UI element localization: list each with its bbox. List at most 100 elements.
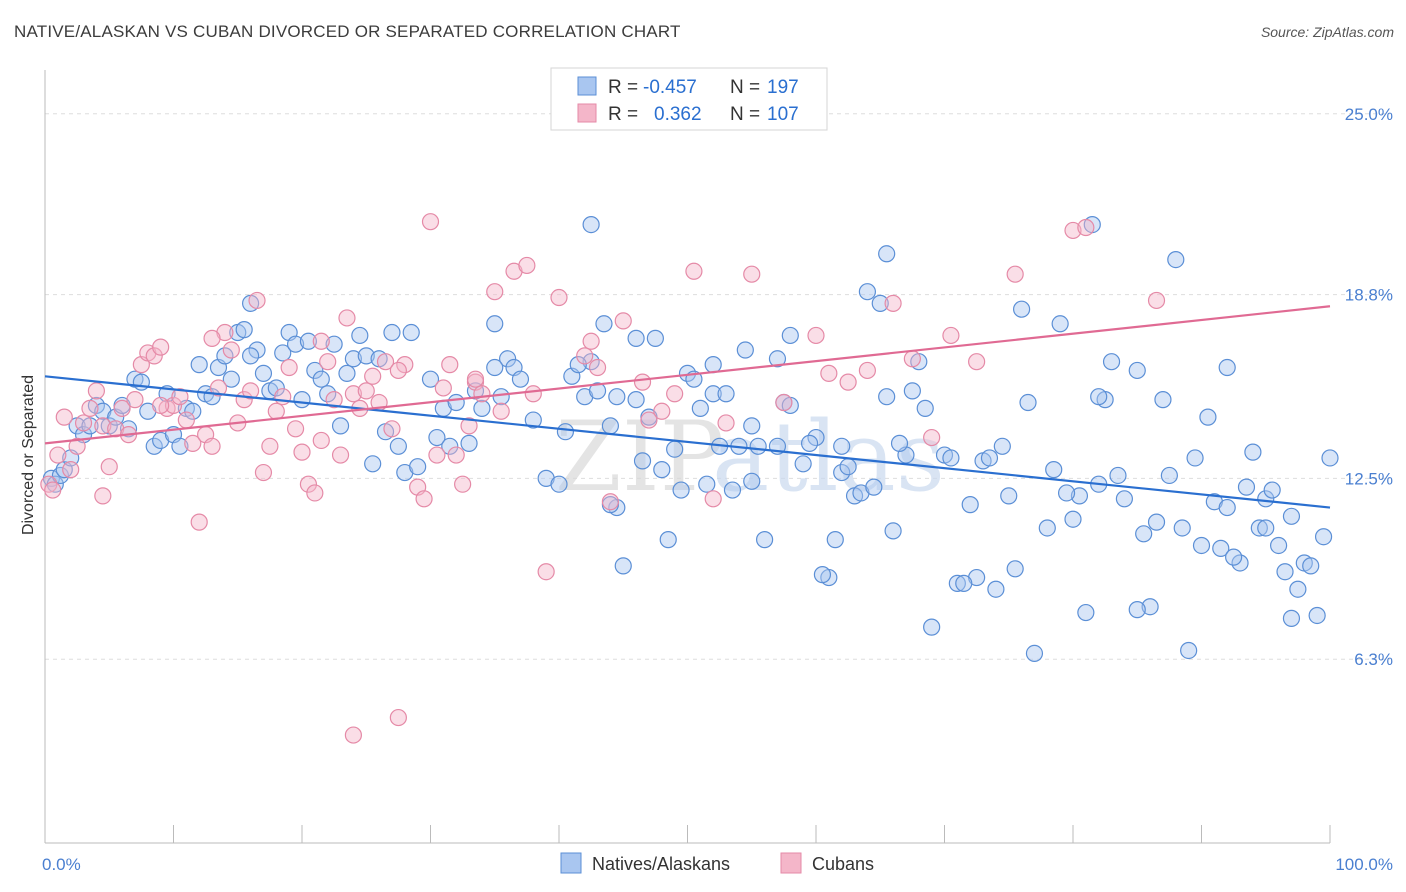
cuban-point — [1064, 221, 1082, 240]
native-alaskan-point — [499, 350, 517, 368]
cuban-point — [267, 402, 285, 420]
native-alaskan-point — [299, 332, 318, 350]
native-alaskan-point — [1147, 513, 1166, 531]
native-alaskan-point — [826, 531, 844, 549]
native-alaskan-point — [1128, 361, 1146, 380]
native-alaskan-point — [833, 463, 851, 482]
legend-r-label-blue: R = — [608, 77, 638, 98]
native-alaskan-point — [1057, 484, 1076, 502]
trend-lines — [44, 305, 1331, 509]
native-alaskan-point — [865, 478, 883, 496]
native-alaskan-point — [344, 350, 362, 368]
native-alaskan-point — [768, 350, 787, 368]
native-alaskan-point — [1173, 519, 1191, 537]
legend-n-label-pink: N = — [730, 104, 760, 125]
y-tick-label: 25.0% — [1345, 105, 1393, 124]
cuban-point — [454, 475, 472, 493]
cuban-point — [588, 358, 607, 377]
cuban-point — [775, 393, 793, 412]
cuban-point — [248, 291, 266, 310]
native-alaskan-point — [511, 370, 530, 388]
legend-pink-swatch — [577, 103, 597, 123]
cuban-point — [113, 399, 131, 417]
native-alaskan-point — [1115, 490, 1134, 508]
watermark-zip: ZIP — [555, 401, 724, 513]
legend-n-value-pink: 107 — [767, 104, 799, 125]
native-alaskan-point — [1064, 510, 1082, 528]
native-alaskan-point — [916, 399, 934, 417]
cuban-point — [460, 417, 478, 435]
cuban-point — [389, 708, 407, 727]
native-alaskan-point — [569, 356, 587, 374]
native-alaskan-point — [1070, 487, 1089, 505]
cuban-point — [466, 370, 485, 388]
cuban-point — [254, 463, 273, 482]
native-alaskan-point — [961, 496, 979, 514]
axes — [44, 70, 1331, 844]
native-alaskan-point — [1282, 507, 1301, 525]
native-alaskan-point — [1212, 539, 1230, 557]
native-alaskan-point — [286, 335, 305, 353]
native-alaskan-point — [402, 323, 420, 342]
native-alaskan-point — [312, 370, 330, 388]
cuban-point — [582, 332, 600, 350]
native-alaskan-point — [704, 385, 722, 403]
native-alaskan-point — [794, 455, 812, 473]
cuban-point — [184, 434, 202, 452]
native-alaskan-point — [923, 618, 941, 636]
cuban-point — [576, 347, 594, 365]
cuban-point — [344, 726, 362, 744]
cuban-point — [383, 420, 401, 438]
native-alaskan-point — [736, 341, 754, 359]
native-alaskan-point — [306, 361, 324, 380]
native-alaskan-point — [1302, 557, 1320, 575]
cuban-point — [280, 358, 298, 377]
native-alaskan-point — [267, 379, 285, 397]
cuban-point — [357, 382, 375, 400]
native-alaskan-point — [1006, 560, 1024, 578]
native-alaskan-point — [171, 437, 189, 455]
native-alaskan-point — [1282, 609, 1301, 627]
legend-n-label-blue: N = — [730, 77, 760, 98]
native-alaskan-point — [1192, 536, 1211, 555]
native-alaskan-point — [582, 353, 600, 371]
x-tick-label-max: 100.0% — [1335, 855, 1393, 874]
native-alaskan-point — [1218, 358, 1236, 377]
cuban-point — [286, 420, 305, 438]
cuban-point — [319, 353, 337, 371]
cuban-point — [968, 353, 986, 371]
cuban-point — [717, 414, 735, 432]
cuban-point — [203, 437, 221, 455]
native-alaskan-point — [1257, 490, 1275, 508]
native-alaskan-point — [325, 335, 343, 353]
cuban-point — [338, 309, 356, 327]
cuban-point — [923, 428, 941, 447]
x-tick-labels: 0.0% 100.0% — [42, 855, 1393, 874]
cuban-point — [653, 402, 671, 420]
cuban-point — [839, 373, 857, 391]
native-alaskan-point — [755, 531, 774, 549]
cuban-point — [261, 437, 279, 455]
native-alaskan-point — [338, 364, 356, 382]
cuban-point — [49, 446, 67, 464]
native-alaskan-point — [1218, 498, 1236, 517]
cuban-point — [344, 385, 362, 403]
cuban-point — [242, 382, 260, 400]
native-alaskan-point — [987, 580, 1005, 598]
native-alaskan-point — [942, 449, 960, 467]
native-alaskan-point — [441, 437, 459, 455]
cuban-point — [518, 256, 536, 275]
native-alaskan-point — [717, 385, 735, 403]
native-alaskan-point — [1276, 563, 1294, 581]
native-alaskan-point — [460, 434, 478, 452]
native-alaskan-point — [1019, 393, 1037, 412]
native-alaskan-point — [698, 475, 716, 493]
native-alaskan-point — [1231, 554, 1249, 572]
cuban-point — [473, 385, 491, 403]
cuban-point — [331, 446, 350, 464]
cuban-point — [364, 367, 382, 385]
cuban-point — [62, 461, 80, 479]
legend-natives-label: Natives/Alaskans — [592, 854, 730, 874]
native-alaskan-point — [1308, 606, 1326, 625]
native-alaskan-point — [447, 393, 465, 412]
